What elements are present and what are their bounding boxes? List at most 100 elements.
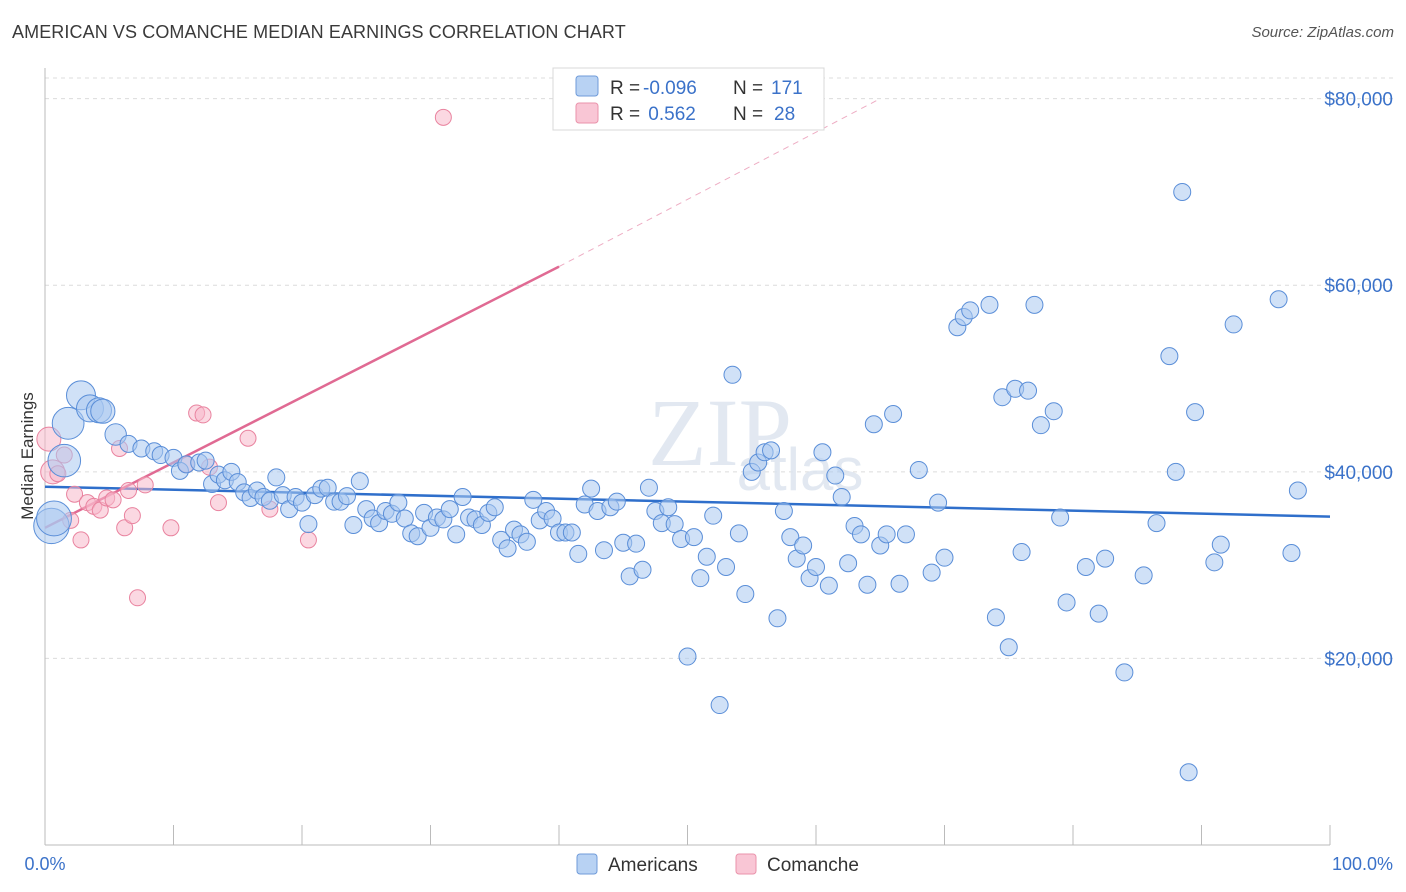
americans-point — [922, 563, 941, 582]
americans-point — [697, 547, 716, 566]
legend-r-value-2: 0.562 — [643, 104, 696, 125]
americans-point — [582, 479, 601, 498]
americans-point — [851, 525, 870, 544]
comanche-point — [129, 589, 147, 607]
americans-point — [453, 488, 472, 507]
legend-r-label-2: R = — [610, 104, 640, 125]
americans-point — [196, 451, 215, 470]
x-tick-label: 100.0% — [1332, 854, 1393, 874]
americans-point — [729, 524, 748, 543]
americans-points — [33, 182, 1307, 782]
americans-point — [36, 500, 72, 537]
legend-n-value-2: 28 — [774, 104, 795, 125]
americans-point — [1147, 514, 1166, 533]
bottom-legend-americans: Americans — [608, 855, 698, 876]
americans-point — [498, 539, 517, 558]
americans-point — [839, 554, 858, 573]
americans-point — [710, 696, 729, 715]
americans-point — [826, 466, 845, 485]
americans-point — [1160, 347, 1179, 366]
americans-point — [813, 443, 832, 462]
americans-point — [993, 388, 1012, 407]
americans-point — [1044, 402, 1063, 421]
americans-point — [1012, 543, 1031, 562]
americans-point — [736, 585, 755, 604]
americans-point — [877, 525, 896, 544]
comanche-point — [116, 519, 134, 537]
americans-point — [1031, 416, 1050, 435]
axes — [44, 68, 1331, 846]
americans-point — [569, 544, 588, 563]
chart-title: AMERICAN VS COMANCHE MEDIAN EARNINGS COR… — [12, 22, 626, 42]
americans-point — [299, 515, 318, 534]
americans-point — [896, 525, 915, 544]
americans-point — [986, 608, 1005, 627]
y-tick-label: $40,000 — [1324, 463, 1393, 484]
bottom-swatch-comanche — [735, 853, 757, 875]
y-axis-title: Median Earnings — [18, 392, 37, 520]
americans-point — [627, 534, 646, 553]
comanche-point — [36, 426, 62, 452]
americans-point — [594, 541, 613, 560]
americans-point — [723, 365, 742, 384]
americans-point — [1057, 593, 1076, 612]
americans-point — [1205, 553, 1224, 572]
legend-n-label-2: N = — [733, 104, 763, 125]
comanche-point — [434, 108, 452, 126]
legend-r-label-1: R = — [610, 78, 640, 99]
comanche-point — [194, 406, 212, 424]
americans-point — [440, 500, 459, 519]
comanche-point — [120, 481, 138, 499]
americans-point — [717, 557, 736, 576]
legend-n-label-1: N = — [733, 78, 763, 99]
americans-point — [1211, 535, 1230, 554]
americans-point — [774, 502, 793, 521]
americans-point — [665, 515, 684, 534]
series-legend: Americans Comanche — [576, 853, 859, 876]
comanche-point — [136, 476, 154, 494]
comanche-point — [66, 485, 84, 503]
legend-n-value-1: 171 — [771, 78, 803, 99]
americans-point — [684, 528, 703, 547]
americans-point — [794, 536, 813, 555]
stats-legend: R = -0.096 N = 171 R = 0.562 N = 28 — [552, 67, 825, 131]
americans-point — [704, 506, 723, 525]
americans-point — [762, 441, 781, 460]
americans-point — [1115, 663, 1134, 682]
americans-point — [447, 525, 466, 544]
y-tick-label: $60,000 — [1324, 276, 1393, 297]
americans-point — [267, 468, 286, 487]
y-tick-labels: $20,000 $40,000 $60,000 $80,000 — [1324, 90, 1393, 671]
bottom-legend-comanche: Comanche — [767, 855, 859, 876]
americans-point — [864, 415, 883, 434]
americans-point — [1051, 508, 1070, 527]
americans-point — [807, 557, 825, 576]
americans-point — [1224, 315, 1243, 334]
americans-point — [639, 478, 658, 497]
americans-point — [350, 472, 369, 491]
americans-point — [999, 638, 1018, 657]
americans-point — [1282, 543, 1301, 562]
americans-point — [832, 488, 851, 507]
americans-point — [909, 460, 928, 479]
x-tick-labels: 0.0% 100.0% — [24, 854, 1393, 874]
americans-point — [1166, 462, 1185, 481]
americans-point — [485, 498, 504, 517]
comanche-point — [209, 494, 227, 512]
americans-point — [781, 528, 800, 547]
legend-r-value-1: -0.096 — [643, 78, 697, 99]
americans-point — [858, 575, 877, 594]
watermark: ZIP — [648, 379, 792, 486]
americans-point — [1089, 604, 1108, 623]
comanche-point — [123, 507, 141, 525]
comanche-point — [162, 519, 180, 537]
americans-point — [633, 560, 652, 579]
americans-point — [389, 493, 408, 512]
americans-point — [1025, 295, 1044, 314]
y-tick-label: $20,000 — [1324, 649, 1393, 670]
americans-point — [678, 647, 697, 666]
americans-point — [51, 406, 85, 440]
comanche-trend-extension — [558, 98, 881, 268]
americans-point — [517, 532, 536, 551]
